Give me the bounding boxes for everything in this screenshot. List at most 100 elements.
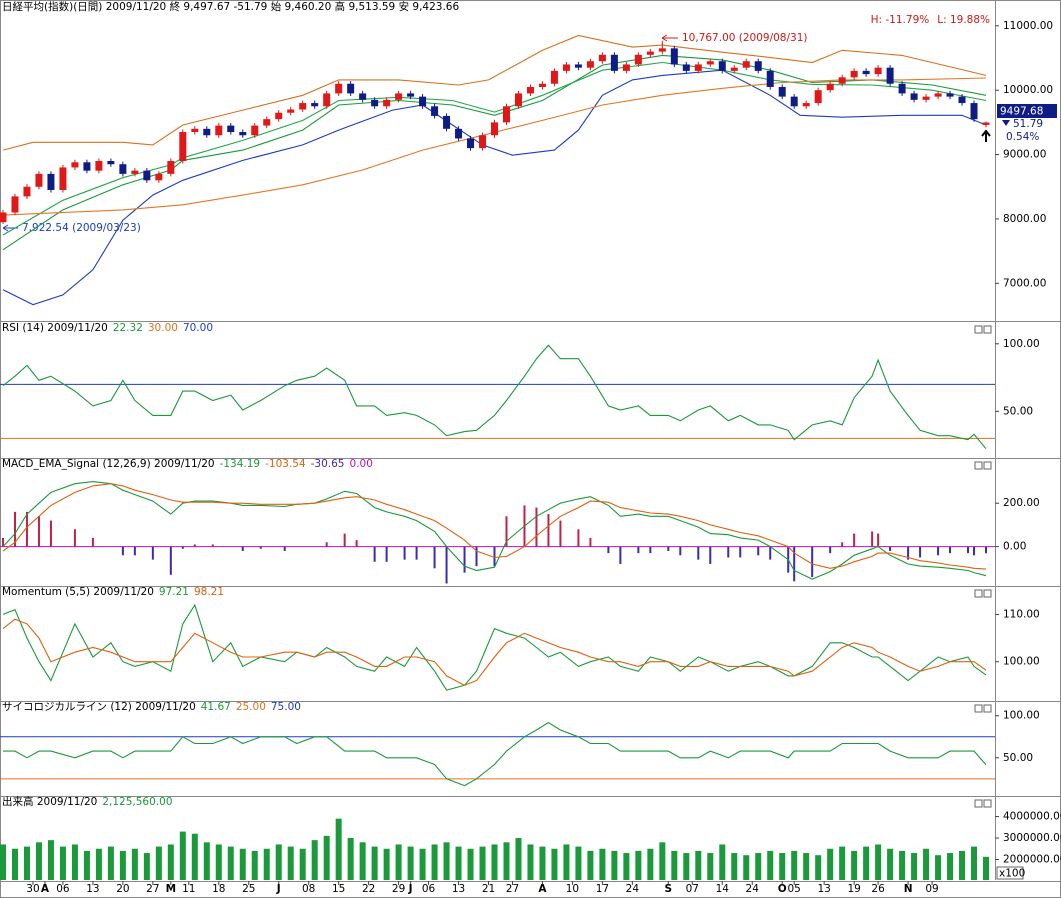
volume-bar (839, 846, 846, 880)
volume-bar (611, 850, 618, 880)
histogram-bar (679, 546, 682, 556)
y-tick-label: 200.00 (1003, 497, 1040, 509)
histogram-bar (949, 546, 952, 554)
header-text: サイコロジカルライン (12) 2009/11/20 (2, 701, 196, 713)
candle-body (646, 51, 654, 55)
volume-bar (563, 844, 570, 880)
histogram-bar (697, 546, 700, 560)
candle-body (514, 93, 522, 107)
volume-bar (863, 846, 870, 880)
candle-body (586, 61, 594, 68)
candle-body (538, 83, 546, 87)
annotation-arrow-head (2, 224, 9, 232)
volume-bar (95, 848, 102, 880)
volume-bar (623, 853, 630, 880)
candle-body (203, 128, 211, 136)
volume-bar (83, 850, 90, 880)
candle-body (898, 83, 906, 94)
histogram-bar (13, 511, 16, 547)
histogram-bar (967, 546, 970, 554)
candle-body (526, 86, 534, 94)
histogram-bar (343, 533, 346, 547)
unit-label: x100 (999, 868, 1025, 880)
volume-bar (419, 848, 426, 880)
volume-bar (527, 844, 534, 880)
candle-body (634, 54, 642, 65)
header-text: 98.21 (193, 586, 225, 598)
histogram-bar (91, 537, 94, 547)
panel-button (983, 799, 992, 808)
candle-body (598, 54, 606, 62)
x-tick-label: 29 (392, 883, 405, 895)
header-text: 出来高 2009/11/20 (2, 796, 98, 808)
volume-bar (767, 850, 774, 880)
histogram-bar (373, 546, 376, 562)
header-text: 97.21 (158, 586, 189, 598)
panel-header: サイコロジカルライン (12) 2009/11/20 41.67 25.00 75.0… (2, 701, 306, 714)
x-tick-label: 17 (596, 883, 609, 895)
histogram-bar (133, 546, 136, 556)
header-text: MACD_EMA_Signal (12,26,9) 2009/11/20 (2, 458, 215, 470)
header-text: 75.00 (270, 701, 301, 713)
x-tick-label: 05 (788, 883, 801, 895)
header-text: -134.19 (219, 458, 261, 470)
histogram-bar (877, 533, 880, 547)
volume-bar (911, 853, 918, 880)
low-annotation: 7,922.54 (2009/03/23) (22, 222, 141, 234)
histogram-bar (403, 546, 406, 560)
candle-body (71, 162, 79, 168)
x-tick-label: 11 (182, 883, 195, 895)
candle-body (131, 170, 139, 174)
candle-body (610, 54, 618, 71)
y-tick-label: 2000000.00 (1003, 853, 1061, 865)
histogram-bar (475, 546, 478, 567)
candle-body (730, 67, 738, 71)
volume-bar (323, 835, 330, 880)
current-arrow (981, 129, 991, 142)
y-tick-label: 7000.00 (1003, 277, 1046, 289)
high-annotation: 10,767.00 (2009/08/31) (682, 32, 808, 44)
x-tick-label: 18 (212, 883, 225, 895)
x-tick-label: N (904, 883, 913, 895)
candle-body (658, 48, 666, 52)
volume-bar (383, 848, 390, 880)
candle-body (814, 90, 822, 104)
volume-bar (899, 850, 906, 880)
histogram-bar (151, 546, 154, 560)
header-text: 0.00 (349, 458, 373, 470)
volume-bar (731, 853, 738, 880)
volume-bar (35, 842, 42, 880)
volume-bar (947, 853, 954, 880)
volume-bar (203, 842, 210, 880)
candle-body (251, 125, 259, 136)
candle-body (479, 135, 487, 149)
low-label: L: 19.88% (937, 14, 990, 26)
volume-bar (707, 853, 714, 880)
overlay-line (2, 77, 987, 216)
histogram-bar (667, 546, 670, 551)
volume-bar (659, 842, 666, 880)
histogram-bar (181, 546, 184, 549)
volume-bar (191, 833, 198, 880)
candle-body (682, 64, 690, 71)
candle-body (239, 132, 247, 136)
candle-body (83, 162, 91, 171)
volume-bar (491, 844, 498, 880)
histogram-bar (793, 546, 796, 582)
y-tick-label: 9000.00 (1003, 149, 1046, 161)
x-tick-label: 27 (506, 883, 519, 895)
x-tick-label: 10 (566, 883, 579, 895)
x-tick-label: 20 (116, 883, 129, 895)
header-text: -30.65 (310, 458, 345, 470)
annotation-arrow-head (661, 34, 668, 42)
histogram-bar (325, 542, 328, 547)
candle-body (670, 48, 678, 65)
header-text: Momentum (5,5) 2009/11/20 (2, 586, 154, 598)
histogram-bar (739, 546, 742, 558)
panel-header: MACD_EMA_Signal (12,26,9) 2009/11/20 -134… (2, 458, 378, 471)
candle-body (550, 70, 558, 84)
candle-body (431, 106, 439, 116)
histogram-bar (841, 542, 844, 547)
x-tick-label: 25 (242, 883, 255, 895)
